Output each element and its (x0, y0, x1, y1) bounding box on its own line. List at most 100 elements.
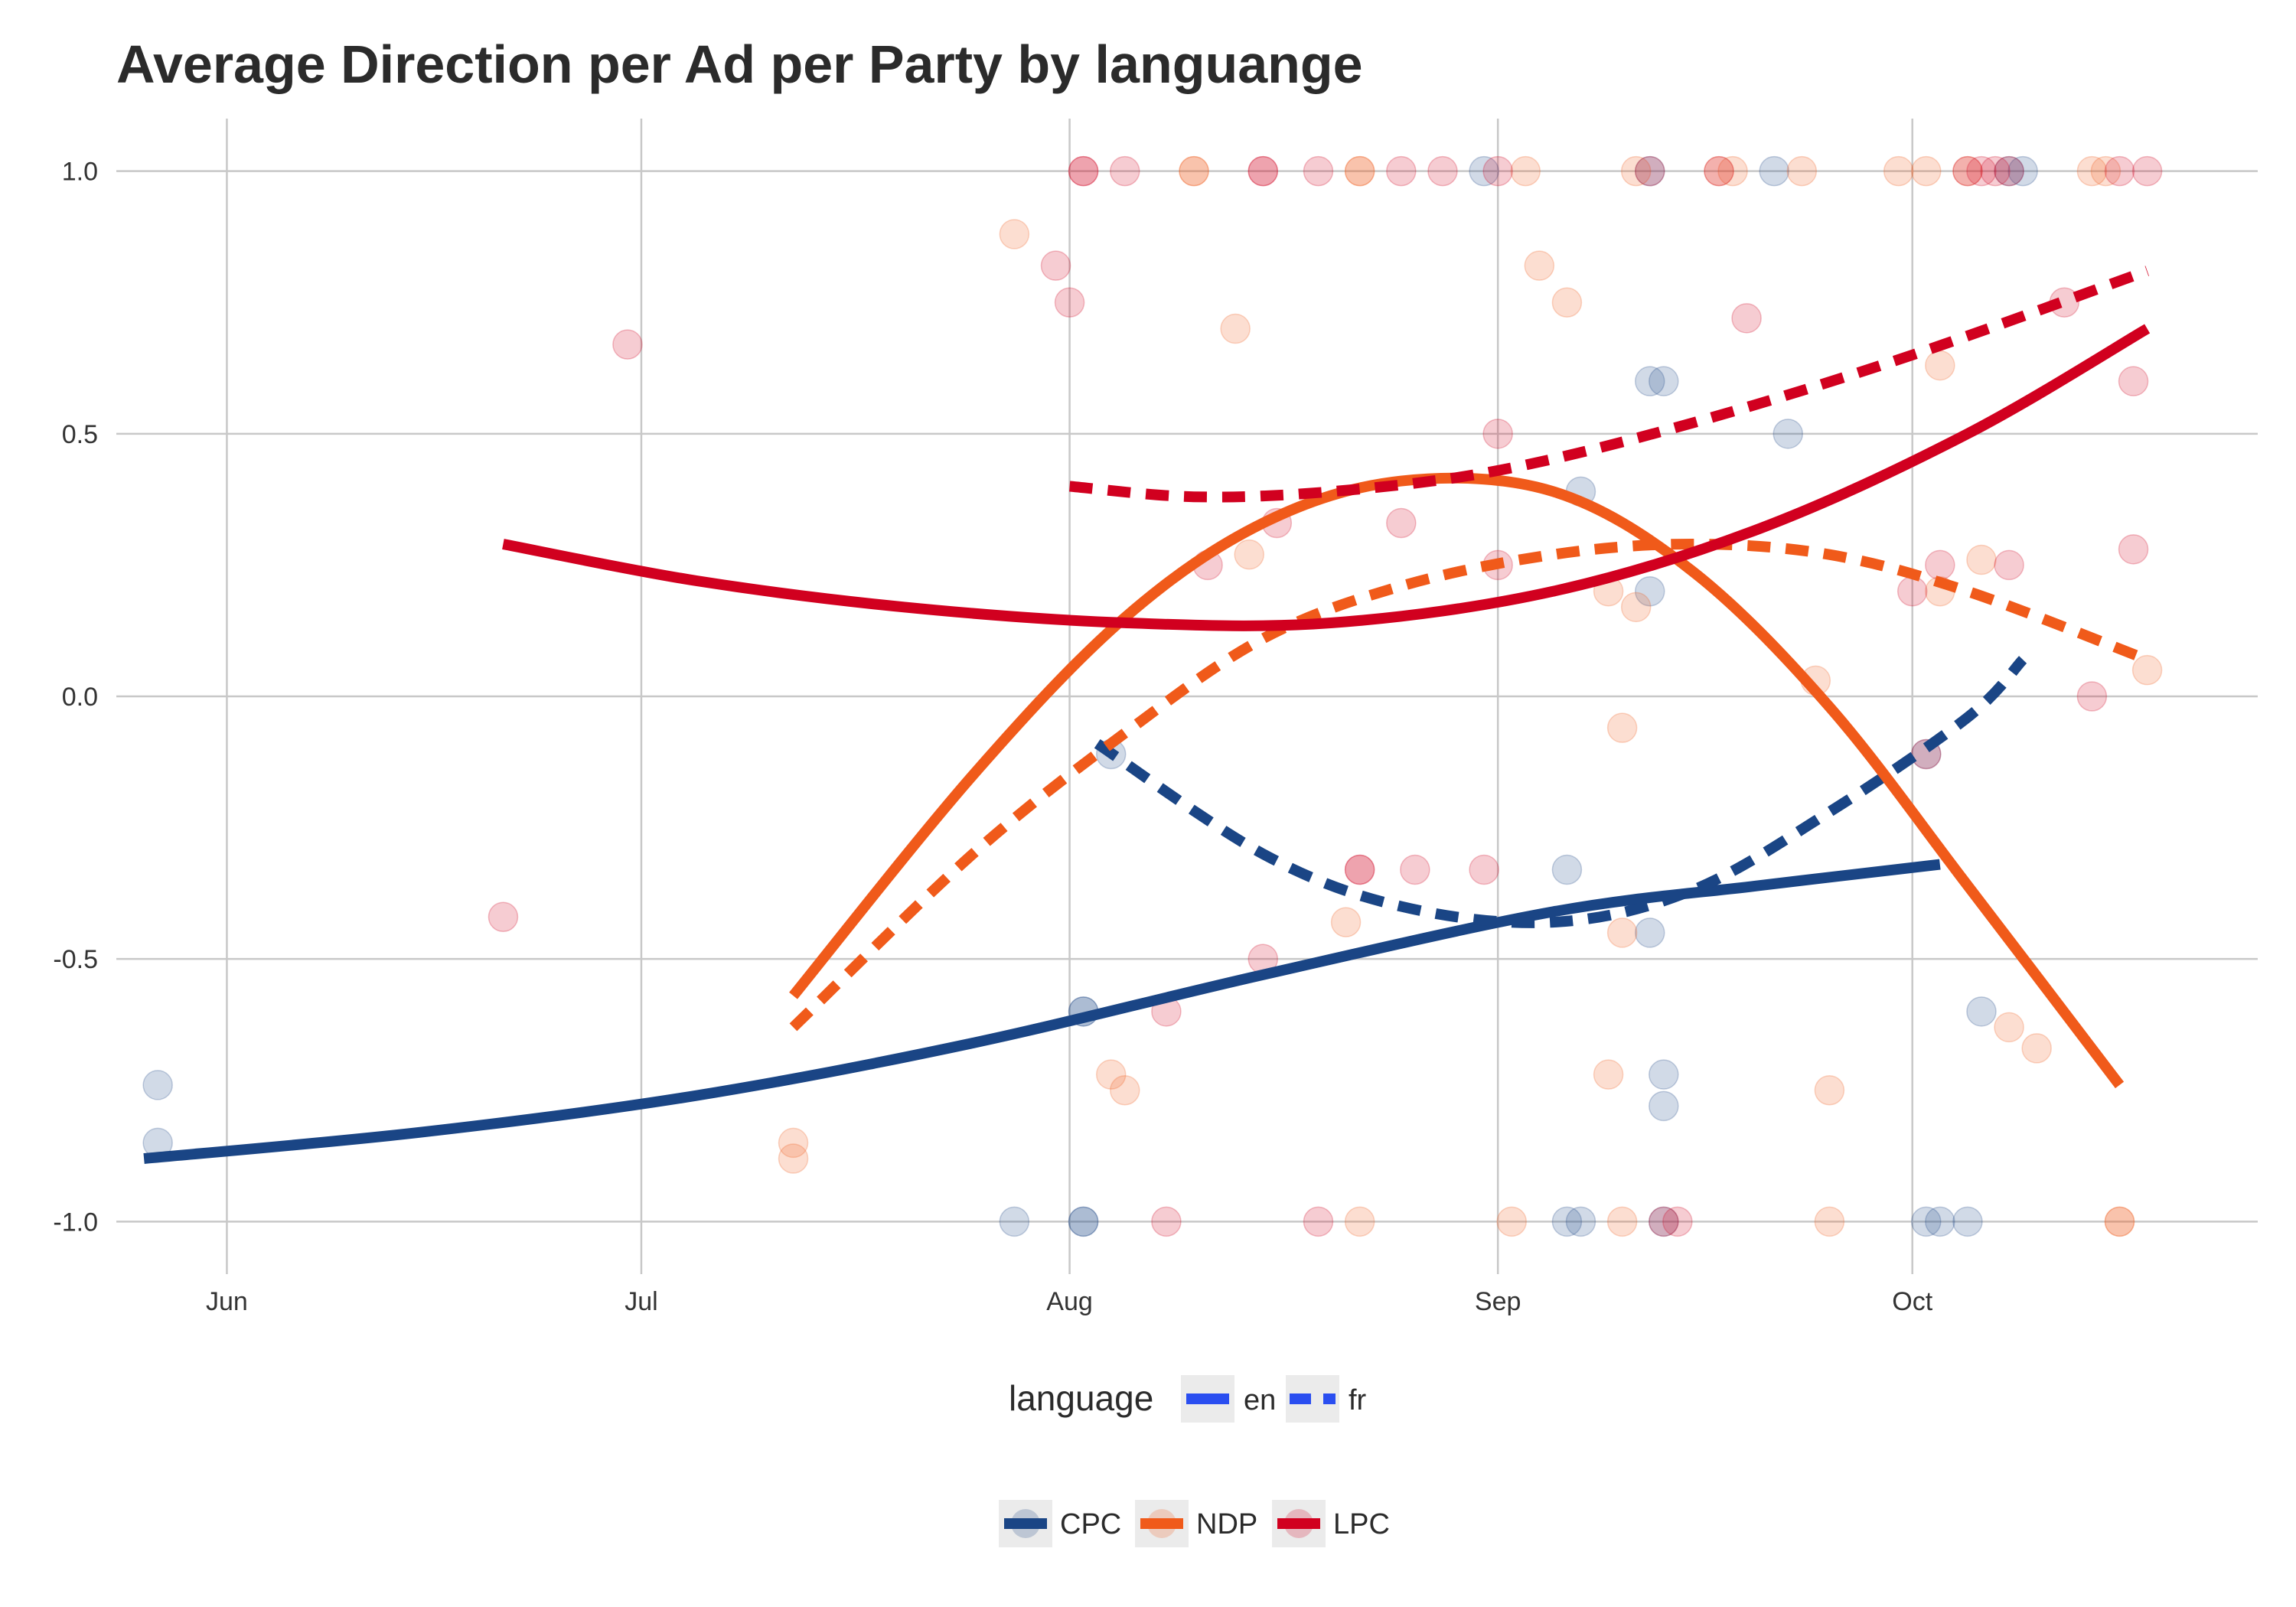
data-point-lpc (1247, 155, 1279, 187)
data-point-ndp (1966, 544, 1997, 575)
data-point-ndp (1994, 1012, 2024, 1043)
data-point-lpc (1980, 155, 2011, 187)
data-point-lpc (1482, 419, 1513, 449)
data-point-cpc (1551, 1206, 1583, 1237)
data-point-cpc (1649, 1059, 1679, 1090)
legend-label-cpc: CPC (1060, 1508, 1121, 1540)
data-point-ndp (1344, 155, 1375, 187)
data-point-cpc (1068, 1206, 1099, 1237)
data-point-lpc (1386, 155, 1417, 187)
data-point-cpc (1773, 419, 1803, 449)
data-point-ndp (1524, 250, 1555, 281)
data-point-lpc (1344, 854, 1375, 885)
data-point-ndp (1234, 539, 1264, 570)
data-point-lpc (2118, 534, 2149, 565)
data-point-lpc (1649, 1206, 1679, 1237)
data-point-lpc (1634, 155, 1665, 187)
data-point-ndp (2131, 654, 2163, 686)
data-point-lpc (2118, 366, 2149, 396)
data-point-ndp (1179, 155, 1209, 187)
data-point-ndp (1704, 155, 1734, 187)
data-point-ndp (1911, 155, 1942, 187)
data-point-cpc (1952, 1206, 1983, 1237)
data-point-cpc (1068, 1206, 1099, 1237)
legend-label-ndp: NDP (1196, 1508, 1257, 1540)
trend-line-cpc-en (143, 859, 1941, 1164)
data-point-lpc (1427, 155, 1458, 187)
data-point-cpc (1759, 155, 1789, 187)
data-point-cpc (1634, 155, 1665, 187)
data-point-ndp (1606, 712, 1638, 743)
x-tick-labels: Jun Jul Aug Sep Oct (206, 1287, 1933, 1316)
data-point-lpc (1040, 250, 1071, 281)
chart-title: Average Direction per Ad per Party by la… (116, 34, 1363, 94)
y-tick-label: 0.5 (62, 420, 98, 449)
data-point-ndp (1814, 1206, 1845, 1237)
data-point-lpc (1400, 854, 1430, 885)
data-point-ndp (2076, 155, 2108, 187)
data-point-lpc (1994, 155, 2024, 187)
data-point-lpc (1896, 575, 1928, 607)
data-point-lpc (1731, 303, 1762, 334)
data-point-lpc (1386, 507, 1417, 539)
x-tick-label: Aug (1046, 1287, 1093, 1316)
data-point-lpc (2076, 681, 2108, 712)
trend-line-lpc-en (502, 324, 2151, 631)
data-point-ndp (1330, 907, 1362, 937)
data-point-cpc (2007, 155, 2038, 187)
data-point-cpc (1649, 1206, 1679, 1237)
data-point-ndp (999, 219, 1030, 249)
legend-party: CPC NDP LPC (999, 1500, 1390, 1547)
data-point-ndp (1620, 592, 1652, 623)
data-point-lpc (1344, 854, 1375, 885)
trend-line-cpc-fr (1094, 656, 2027, 928)
data-point-lpc (1054, 287, 1085, 318)
data-points (142, 155, 2163, 1237)
data-point-cpc (1565, 1206, 1596, 1237)
y-tick-label: 1.0 (62, 158, 98, 187)
gridlines (116, 119, 2258, 1274)
x-tick-label: Jun (206, 1287, 248, 1316)
data-point-ndp (1883, 155, 1914, 187)
data-point-ndp (1095, 1059, 1127, 1090)
data-point-lpc (488, 901, 519, 933)
data-point-ndp (2104, 1206, 2135, 1237)
data-point-ndp (1717, 155, 1748, 187)
y-tick-labels: -1.0 -0.5 0.0 0.5 1.0 (53, 158, 98, 1237)
data-point-ndp (1593, 1059, 1624, 1090)
data-point-lpc (1151, 1206, 1182, 1237)
trend-line-ndp-en (789, 472, 2125, 1089)
data-point-lpc (1925, 549, 1955, 581)
data-point-lpc (1704, 155, 1734, 187)
data-point-ndp (2090, 155, 2122, 187)
data-point-ndp (778, 1143, 809, 1174)
data-point-cpc (1634, 918, 1665, 948)
data-point-ndp (1344, 1206, 1375, 1237)
data-point-cpc (1649, 366, 1679, 396)
y-tick-label: -0.5 (53, 945, 98, 974)
legend-language: language en fr (1009, 1375, 1367, 1423)
trend-line-ndp-fr (789, 538, 2150, 1032)
x-tick-label: Oct (1892, 1287, 1932, 1316)
data-point-ndp (1496, 1206, 1527, 1237)
data-point-lpc (1110, 155, 1140, 187)
data-point-ndp (2021, 1033, 2052, 1064)
legend-label-en: en (1244, 1384, 1276, 1416)
trend-line-lpc-fr (1069, 266, 2149, 503)
smooth-lines (143, 266, 2151, 1164)
data-point-lpc (1303, 155, 1334, 187)
data-point-ndp (1510, 155, 1541, 187)
data-point-ndp (1925, 350, 1955, 381)
data-point-ndp (2104, 1206, 2135, 1237)
data-point-lpc (612, 329, 643, 360)
data-point-cpc (1911, 1206, 1942, 1237)
data-point-cpc (1994, 155, 2024, 187)
x-tick-label: Jul (625, 1287, 657, 1316)
data-point-ndp (1606, 1206, 1638, 1237)
data-point-ndp (1952, 155, 1983, 187)
data-point-lpc (1994, 549, 2024, 581)
data-point-ndp (1786, 155, 1818, 187)
legend-label-lpc: LPC (1333, 1508, 1390, 1540)
data-point-ndp (1606, 918, 1638, 948)
